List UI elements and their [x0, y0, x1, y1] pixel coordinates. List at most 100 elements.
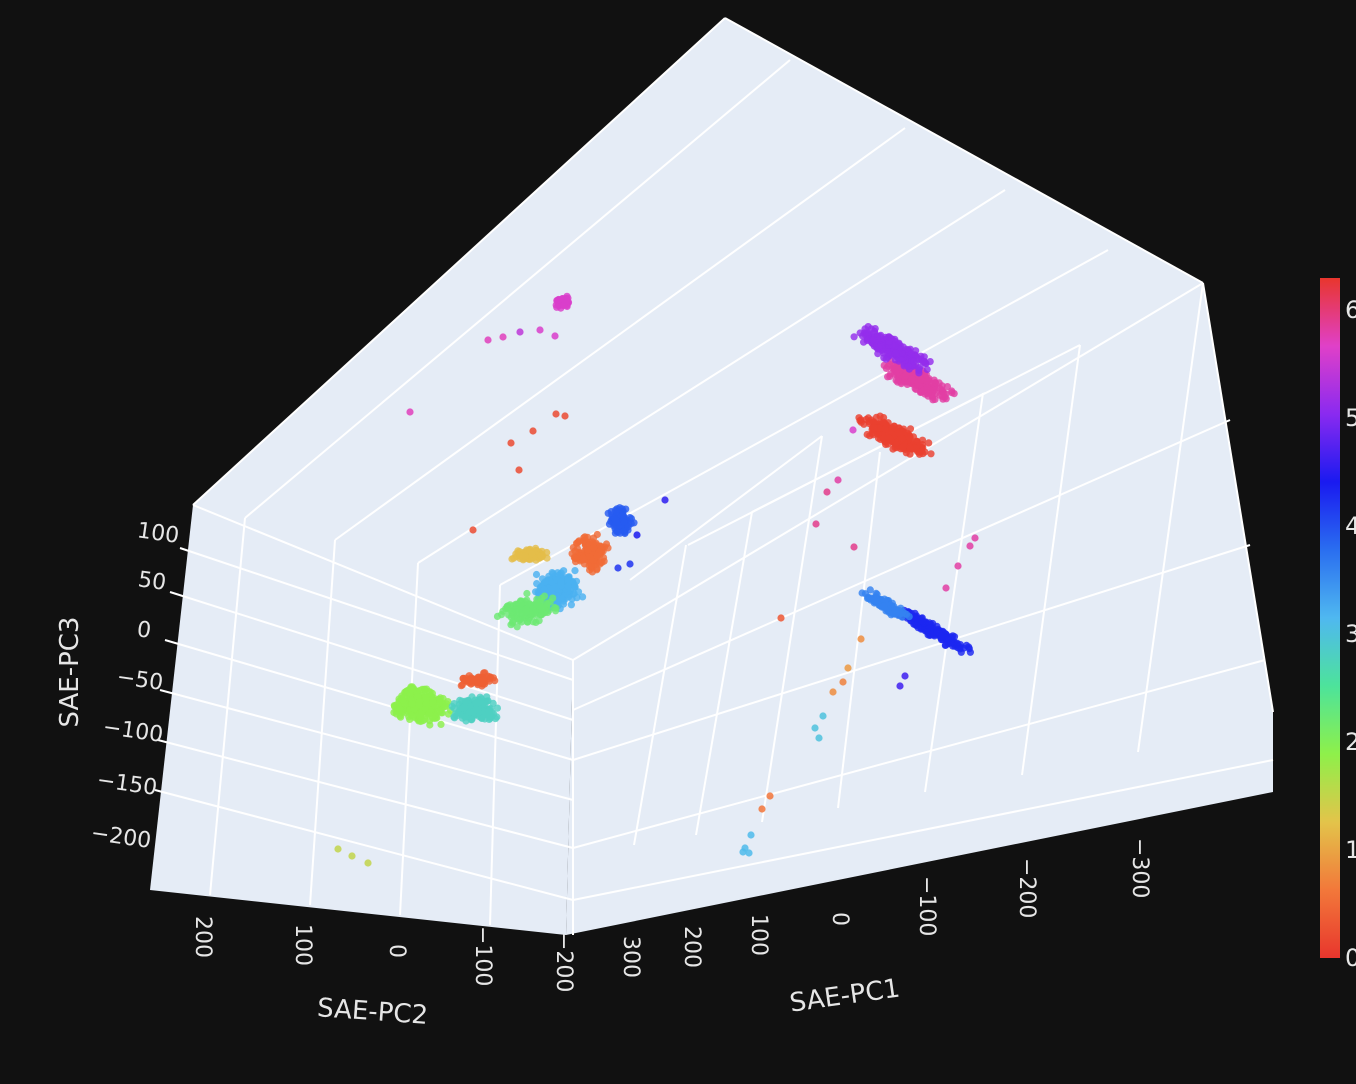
data-point [924, 392, 932, 400]
data-point [593, 530, 601, 539]
x-axis: 300 200 100 0 −100 −200 −300 SAE-PC1 [618, 838, 1152, 1019]
grid-line [837, 451, 881, 809]
data-point [461, 713, 469, 721]
data-point [925, 439, 933, 447]
data-point [587, 562, 595, 570]
data-point [415, 698, 424, 706]
data-point [604, 544, 612, 552]
data-point [529, 427, 537, 435]
grid-line [169, 591, 574, 721]
data-point [510, 554, 518, 562]
grid-line [1137, 282, 1204, 753]
data-point [517, 600, 525, 608]
data-point [626, 560, 634, 568]
grid-line [499, 249, 1109, 586]
data-point [450, 700, 458, 708]
data-point [408, 700, 416, 708]
data-point [540, 592, 549, 600]
data-point [477, 695, 485, 703]
data-point [548, 569, 556, 577]
grid-line [159, 689, 574, 801]
data-point [573, 539, 582, 547]
data-point [870, 424, 878, 432]
data-point [633, 531, 641, 539]
data-point [570, 553, 578, 562]
data-point [457, 682, 465, 690]
grid-line [164, 639, 574, 761]
y-tick-label: −100 [470, 926, 495, 986]
x-tick-label: 200 [679, 926, 704, 968]
colorbar-tick-label: 2 [1345, 728, 1356, 756]
data-point [514, 615, 522, 623]
grid-line [572, 544, 1251, 761]
data-point [758, 805, 766, 813]
grid-line [244, 59, 791, 519]
data-point [477, 714, 486, 722]
colorbar-tick-label: 5 [1345, 404, 1356, 432]
data-point [480, 669, 488, 677]
grid-line [489, 584, 501, 926]
data-point [777, 614, 785, 622]
data-point [461, 697, 470, 705]
data-point [892, 376, 900, 384]
data-points [334, 292, 979, 867]
data-point [409, 713, 417, 721]
data-point [930, 376, 938, 384]
grid-line [192, 504, 574, 661]
data-point [865, 329, 873, 337]
data-point [554, 597, 562, 606]
data-point [823, 488, 831, 496]
data-point [971, 534, 979, 542]
grid-line [1021, 344, 1081, 776]
data-point [879, 418, 888, 426]
data-point [452, 710, 460, 718]
data-point [898, 434, 906, 443]
data-point [499, 333, 507, 341]
data-point [334, 845, 342, 853]
colorbar-tick-label: 0 [1345, 944, 1356, 972]
x-tick-label: 100 [746, 914, 771, 956]
data-point [844, 664, 852, 672]
data-point [528, 550, 536, 558]
z-tick-label: −100 [101, 715, 164, 748]
data-point [579, 554, 587, 562]
back-pane-right [566, 283, 1273, 935]
data-point [849, 426, 857, 434]
data-point [954, 562, 962, 570]
grid-line [572, 659, 1266, 849]
data-point [614, 564, 622, 572]
data-point [437, 720, 445, 729]
data-point [571, 567, 579, 575]
data-point [908, 375, 916, 383]
data-point [915, 448, 923, 456]
data-point [521, 552, 529, 560]
grid-line [572, 419, 1231, 711]
data-point [882, 355, 890, 363]
data-point [469, 708, 477, 716]
data-point [491, 715, 500, 723]
grid-line [399, 562, 419, 916]
z-axis-title: SAE-PC3 [55, 617, 85, 728]
data-point [588, 568, 597, 576]
x-tick-label: −300 [1127, 838, 1152, 898]
data-point [399, 696, 407, 704]
data-point [874, 350, 882, 358]
data-point [745, 849, 753, 857]
data-point [834, 476, 842, 484]
data-point [914, 624, 922, 632]
data-point [933, 622, 941, 631]
data-point [885, 434, 893, 442]
data-point [766, 792, 774, 800]
y-tick-label: 200 [190, 916, 215, 958]
data-point [627, 520, 635, 528]
data-point [516, 552, 524, 560]
data-point [906, 434, 914, 442]
data-point [920, 357, 928, 365]
floor-pane [150, 505, 573, 935]
grid-lines [154, 17, 1274, 935]
data-point [408, 686, 416, 694]
grid-line [1202, 282, 1274, 713]
grid-line [695, 511, 753, 836]
data-point [966, 648, 975, 656]
